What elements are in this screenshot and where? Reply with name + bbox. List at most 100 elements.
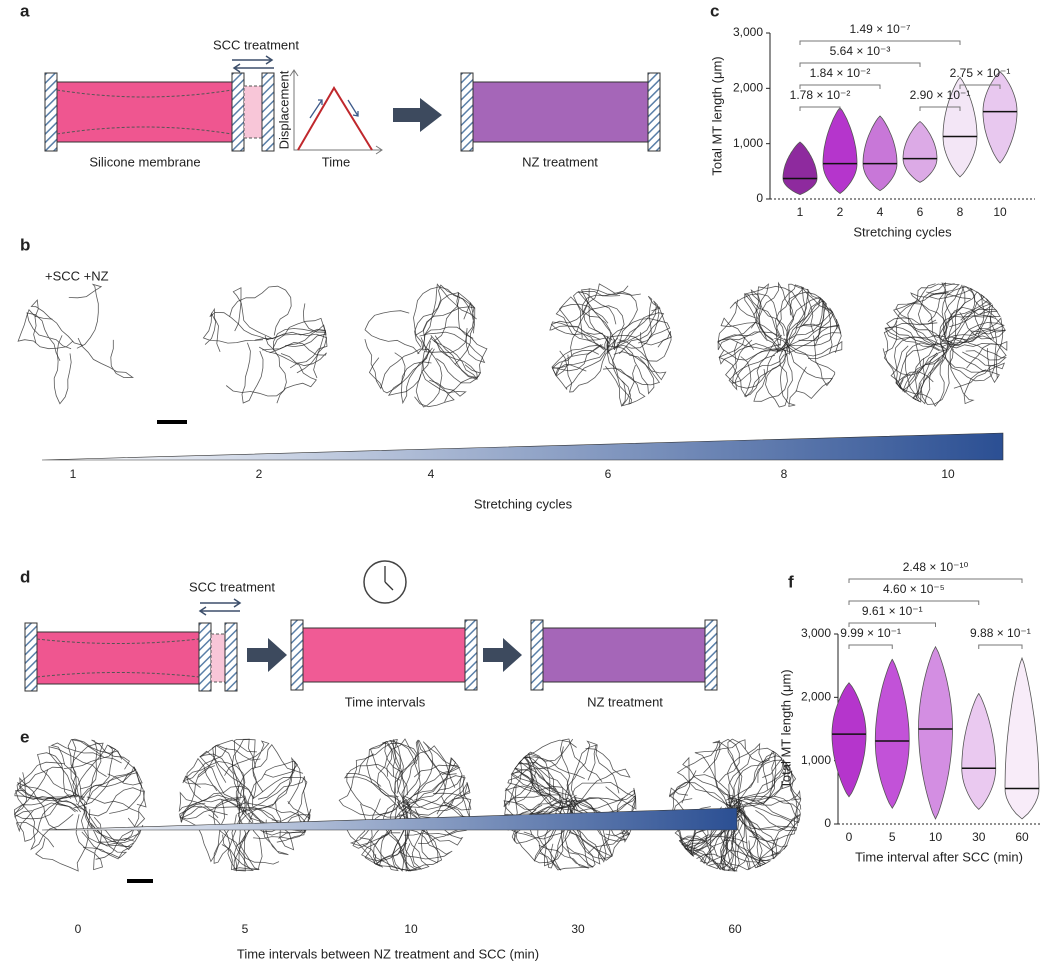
microtubule (77, 766, 143, 806)
p-value: 1.84 × 10⁻² (810, 66, 871, 80)
microtubule (235, 744, 304, 810)
microtubule (580, 285, 629, 351)
microtubule (720, 317, 787, 351)
microtubule (390, 796, 418, 872)
microtubule (555, 303, 609, 341)
microtubule (382, 740, 408, 796)
microtubule (740, 334, 783, 397)
microtubule (424, 302, 475, 354)
microtubule (577, 290, 617, 351)
gradient-tick-label: 2 (256, 467, 263, 481)
microtubule (392, 738, 405, 808)
y-axis-label: Total MT length (μm) (778, 669, 793, 788)
microtubule (235, 796, 246, 872)
p-value: 2.90 × 10⁻¹ (910, 88, 971, 102)
microtubule (886, 317, 949, 351)
panel-letter: a (20, 1, 30, 20)
microtubule (676, 740, 735, 813)
violin (831, 682, 867, 798)
microtubule (402, 782, 471, 816)
microtubule (559, 738, 603, 804)
microtubule (232, 287, 274, 340)
microtubule (415, 292, 474, 339)
microtubule (939, 304, 995, 354)
microtubule (401, 739, 447, 803)
p-value: 9.88 × 10⁻¹ (970, 626, 1031, 640)
comparison-bracket (799, 106, 841, 111)
microtubule (222, 812, 263, 871)
comparison-bracket (959, 84, 1001, 89)
microtubule (262, 303, 327, 351)
axis-label: Stretching cycles (474, 496, 573, 511)
microtubule (406, 757, 459, 802)
microtubule (750, 289, 788, 349)
x-tick-label: 6 (917, 205, 924, 219)
microtubule (423, 326, 488, 374)
microtubule (67, 739, 122, 809)
x-tick-label: 30 (972, 830, 986, 844)
microtubule (565, 740, 597, 813)
microtubule (727, 738, 770, 814)
microtubule (178, 791, 236, 819)
microtubule (338, 753, 397, 816)
gradient-wedge (41, 432, 1004, 461)
microtubule (947, 340, 1008, 369)
microtubule (947, 287, 998, 351)
comparison-bracket (848, 644, 893, 649)
gradient-tick-label: 10 (941, 467, 955, 481)
violin (982, 71, 1018, 164)
microtubule (368, 340, 431, 394)
comparison-bracket (799, 40, 961, 45)
microtubule (273, 328, 326, 374)
microtubule (401, 775, 466, 815)
microtubule (721, 803, 758, 871)
microtubule (694, 739, 746, 806)
gradient-tick-label: 6 (605, 467, 612, 481)
microtubule (376, 738, 417, 815)
microtubule (186, 757, 238, 807)
microtubule (252, 776, 311, 820)
nz-label: NZ treatment (587, 694, 663, 709)
microtubule (83, 806, 133, 860)
comparison-bracket (799, 62, 921, 67)
microtubule (433, 335, 478, 380)
microtubule (713, 738, 740, 797)
microtubule (247, 760, 296, 803)
microtubule (703, 740, 740, 811)
x-tick-label: 10 (993, 205, 1007, 219)
microtubule (503, 787, 563, 811)
microtubule (236, 802, 308, 836)
microtubule (272, 317, 327, 348)
microtubule (902, 342, 949, 392)
p-value: 2.48 × 10⁻¹⁰ (903, 560, 969, 574)
microtubule (907, 283, 955, 349)
microtubule (387, 348, 435, 396)
microtubule (609, 331, 672, 362)
p-value: 5.64 × 10⁻³ (830, 44, 891, 58)
violin (1004, 656, 1040, 820)
y-tick-label: 2,000 (733, 81, 763, 95)
microtubule (364, 338, 430, 390)
microtubule (899, 341, 953, 407)
microtubule (231, 814, 255, 871)
microtubule (550, 811, 594, 871)
microtubule (602, 339, 661, 386)
violin (942, 76, 978, 178)
microtubule (555, 335, 609, 390)
microtubule (953, 338, 1007, 389)
microtubule (86, 796, 146, 860)
x-tick-label: 5 (889, 830, 896, 844)
microtubule (884, 326, 940, 367)
condition-label: +SCC +NZ (45, 268, 109, 283)
interval-schematic (24, 560, 718, 692)
microtubule (950, 317, 1004, 379)
microtubule (85, 739, 130, 805)
microtubule (550, 288, 605, 348)
microtubule (883, 321, 945, 376)
microtubule (775, 284, 805, 354)
microtubule (511, 767, 577, 809)
microtubule (758, 281, 791, 352)
microtubule (946, 322, 1005, 348)
microtubule (940, 338, 1000, 384)
gradient-tick-label: 30 (571, 922, 585, 936)
